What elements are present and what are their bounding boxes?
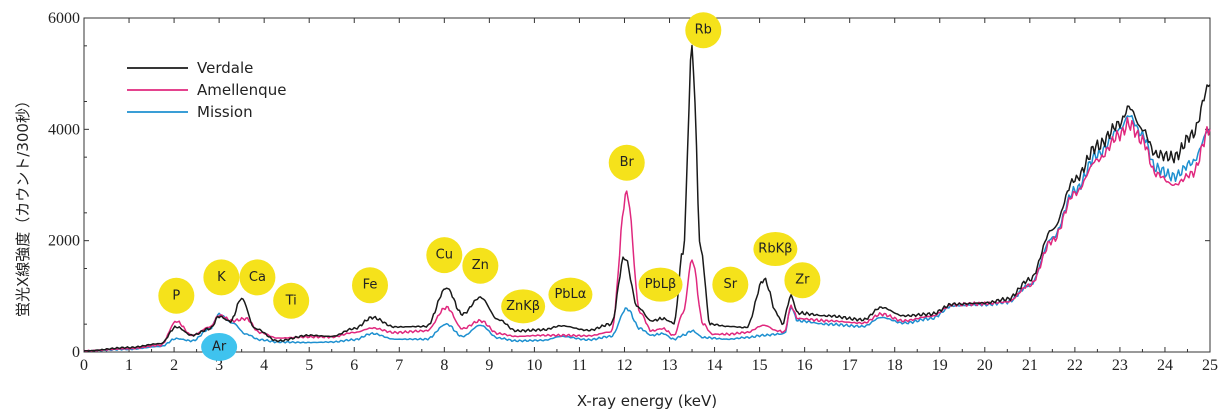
element-badge-fe xyxy=(352,267,389,304)
x-tick-label: 18 xyxy=(887,357,903,374)
y-tick-label: 6000 xyxy=(48,10,80,27)
x-tick-label: 1 xyxy=(125,357,133,374)
x-tick-label: 13 xyxy=(662,357,678,374)
x-tick-label: 11 xyxy=(572,357,587,374)
annotation-layer: P K Ca Ti Fe Cu Zn ZnKβ PbLα Br PbLβ Rb Sr RbKβ Zr Ar xyxy=(158,12,821,361)
element-label: K xyxy=(217,270,226,285)
element-badge-zn xyxy=(462,247,499,284)
x-tick-label: 12 xyxy=(616,357,632,374)
element-label: P xyxy=(172,288,180,303)
element-label: Br xyxy=(620,155,635,170)
element-label: ZnKβ xyxy=(506,299,540,314)
x-tick-label: 20 xyxy=(977,357,993,374)
x-tick-label: 10 xyxy=(526,357,542,374)
axes-layer: 0 1 2 3 4 5 6 7 8 9 10 11 12 13 14 15 16 17 18 19 20 21 22 23 24… xyxy=(48,10,1218,374)
element-badge-ti xyxy=(273,282,310,319)
x-tick-label: 0 xyxy=(80,357,88,374)
element-badge-znkβ xyxy=(501,289,546,324)
element-badge-rb xyxy=(685,12,722,49)
element-label: Ar xyxy=(212,339,227,354)
x-tick-label: 15 xyxy=(752,357,768,374)
element-badge-ca xyxy=(239,259,276,296)
x-tick-label: 19 xyxy=(932,357,948,374)
element-label: Sr xyxy=(724,277,738,292)
element-label: Ti xyxy=(285,293,297,308)
element-label: PbLβ xyxy=(645,277,677,292)
element-label: Fe xyxy=(363,278,378,293)
element-label: Rb xyxy=(695,23,712,38)
x-tick-label: 21 xyxy=(1022,357,1038,374)
legend-label: Amellenque xyxy=(197,81,286,99)
x-tick-label: 25 xyxy=(1202,357,1218,374)
x-tick-label: 9 xyxy=(485,357,493,374)
y-tick-label: 2000 xyxy=(48,233,80,250)
element-badge-rbkβ xyxy=(753,232,798,267)
x-tick-label: 3 xyxy=(215,357,223,374)
x-tick-label: 14 xyxy=(707,357,723,374)
x-tick-label: 24 xyxy=(1157,357,1173,374)
x-tick-label: 23 xyxy=(1112,357,1128,374)
legend-label: Mission xyxy=(197,103,253,121)
legend-label: Verdale xyxy=(197,59,253,77)
element-badge-cu xyxy=(426,237,463,274)
x-tick-label: 8 xyxy=(440,357,448,374)
element-badge-pblβ xyxy=(638,267,683,302)
element-label: Ca xyxy=(249,270,266,285)
x-tick-label: 6 xyxy=(350,357,358,374)
x-tick-label: 2 xyxy=(170,357,178,374)
x-tick-label: 16 xyxy=(797,357,813,374)
y-axis-title: 蛍光X線強度（カウント/300秒） xyxy=(14,93,32,317)
element-label: Zr xyxy=(795,273,810,288)
element-label: Zn xyxy=(472,258,489,273)
series-line-verdale xyxy=(83,44,1211,352)
series-layer xyxy=(83,44,1211,353)
series-line-amellenque xyxy=(83,116,1211,353)
element-badge-br xyxy=(608,144,645,181)
element-badge-k xyxy=(203,259,240,296)
element-badge-pblα xyxy=(548,277,593,312)
element-label: Cu xyxy=(436,248,453,263)
x-tick-label: 5 xyxy=(305,357,313,374)
element-badge-p xyxy=(158,277,195,314)
x-tick-label: 17 xyxy=(842,357,858,374)
x-tick-label: 7 xyxy=(395,357,403,374)
element-label: RbKβ xyxy=(758,242,792,257)
y-tick-label: 4000 xyxy=(48,121,80,138)
y-tick-label: 0 xyxy=(72,344,80,361)
series-line-mission xyxy=(83,114,1211,352)
legend: Verdale Amellenque Mission xyxy=(127,59,286,121)
x-tick-label: 4 xyxy=(260,357,268,374)
x-tick-label: 22 xyxy=(1067,357,1083,374)
element-badge-ar xyxy=(201,332,238,361)
element-badge-sr xyxy=(712,266,749,303)
x-axis-title: X-ray energy (keV) xyxy=(577,392,717,410)
element-badge-zr xyxy=(784,262,821,299)
element-label: PbLα xyxy=(554,287,586,302)
